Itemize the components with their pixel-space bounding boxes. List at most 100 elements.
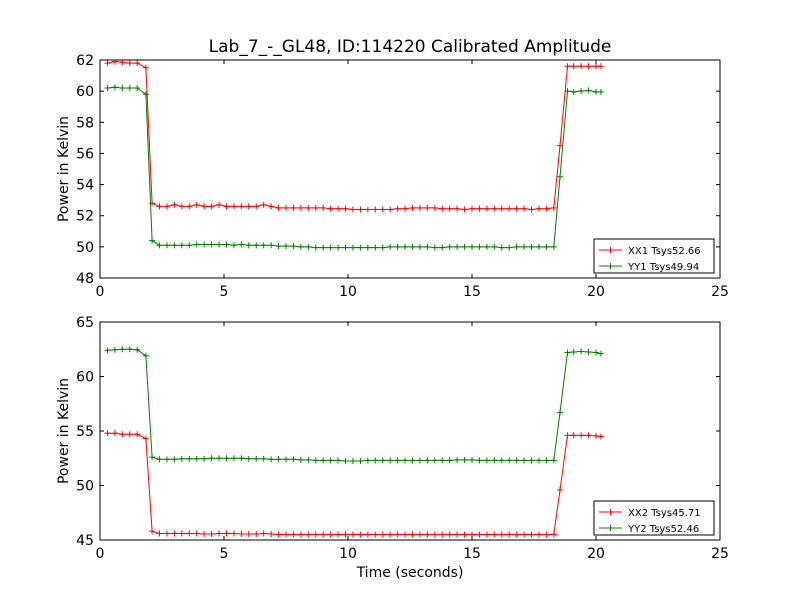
top-panel-data-point	[454, 205, 461, 212]
bottom-panel-data-point	[402, 457, 409, 464]
bottom-panel-data-point	[483, 457, 490, 464]
bottom-panel-data-point	[461, 531, 468, 538]
top-panel-y-tick-label: 48	[76, 271, 94, 287]
bottom-panel-data-point	[557, 486, 564, 493]
top-panel-data-point	[216, 201, 223, 208]
top-panel-data-point	[409, 243, 416, 250]
bottom-panel-data-point	[223, 530, 230, 537]
bottom-panel-data-point	[357, 457, 364, 464]
top-panel-data-point	[111, 60, 118, 65]
bottom-panel-data-point	[564, 349, 571, 356]
bottom-panel-data-point	[253, 531, 260, 538]
bottom-panel-x-tick-label: 25	[711, 546, 729, 562]
bottom-panel-data-point	[305, 456, 312, 463]
bottom-panel-data-point	[230, 530, 237, 537]
top-panel-data-point	[416, 243, 423, 250]
top-panel-data-point	[498, 205, 505, 212]
bottom-panel-data-point	[557, 409, 564, 416]
top-panel-data-point	[163, 203, 170, 210]
top-panel-data-point	[290, 243, 297, 250]
top-panel-data-point	[439, 205, 446, 212]
top-panel-data-point	[550, 243, 557, 250]
bottom-panel-data-point	[424, 457, 431, 464]
bottom-panel-data-point	[126, 431, 133, 438]
top-panel-data-point	[543, 205, 550, 212]
bottom-panel-data-point	[260, 455, 267, 462]
top-panel-data-point	[171, 242, 178, 249]
top-panel-data-point	[253, 203, 260, 210]
bottom-panel-data-point	[142, 435, 149, 442]
top-panel-data-point	[305, 204, 312, 211]
bottom-panel-data-point	[312, 531, 319, 538]
top-panel-data-point	[506, 205, 513, 212]
top-panel-data-point	[439, 244, 446, 251]
bottom-panel-data-point	[424, 531, 431, 538]
bottom-panel-legend-entry: YY2 Tsys52.46	[599, 524, 699, 535]
bottom-panel-data-point	[593, 432, 599, 439]
bottom-panel-data-point	[543, 531, 550, 538]
bottom-panel-data-point	[178, 455, 185, 462]
bottom-panel-data-point	[216, 530, 223, 537]
top-panel-y-tick-label: 62	[76, 53, 94, 69]
bottom-panel-data-point	[320, 457, 327, 464]
top-panel-data-point	[578, 88, 585, 95]
top-panel-data-point	[312, 244, 319, 251]
bottom-panel-data-point	[585, 348, 592, 355]
bottom-panel-data-point	[335, 531, 342, 538]
top-panel-data-point	[379, 244, 386, 251]
top-panel-data-point	[528, 243, 535, 250]
top-panel-data-point	[402, 243, 409, 250]
top-panel-data-point	[513, 243, 520, 250]
top-panel-data-point	[201, 241, 208, 248]
bottom-panel-y-tick-label: 65	[76, 315, 94, 331]
bottom-panel-data-point	[597, 350, 604, 357]
bottom-panel-data-point	[305, 531, 312, 538]
bottom-panel-data-point	[416, 531, 423, 538]
top-panel-data-point	[126, 60, 133, 67]
bottom-panel-data-point	[208, 455, 215, 462]
top-panel-data-point	[469, 205, 475, 212]
bottom-panel-y-tick-label: 45	[76, 533, 94, 549]
top-panel-data-point	[372, 206, 379, 213]
top-panel-data-point	[431, 244, 438, 251]
bottom-panel-data-point	[506, 457, 513, 464]
top-panel-data-point	[387, 206, 394, 213]
bottom-panel-data-point	[253, 455, 260, 462]
top-panel-data-point	[394, 243, 401, 250]
bottom-panel-legend-entry: XX2 Tsys45.71	[599, 508, 701, 519]
top-panel-data-point	[476, 243, 483, 250]
top-panel-data-point	[186, 203, 193, 210]
bottom-panel-data-point	[142, 352, 149, 359]
top-panel-data-point	[491, 205, 498, 212]
bottom-panel-x-tick-label: 5	[220, 546, 229, 562]
bottom-panel-series-line	[107, 348, 602, 462]
bottom-panel-data-point	[297, 531, 304, 538]
top-panel-data-point	[364, 206, 371, 213]
top-panel: 0 5 10 15 20 25 48 50 52 54 56 58 60 62 Power in Kelv…	[56, 53, 729, 300]
bottom-panel-data-point	[335, 457, 342, 464]
bottom-panel-data-point	[357, 531, 364, 538]
bottom-panel-data-point	[171, 456, 178, 463]
bottom-panel-data-point	[201, 455, 208, 462]
top-panel-data-point	[238, 203, 245, 210]
top-panel-data-point	[498, 244, 505, 251]
top-panel-data-point	[342, 205, 349, 212]
top-panel-data-point	[230, 203, 237, 210]
top-panel-data-point	[312, 204, 319, 211]
top-panel-data-point	[461, 243, 468, 250]
top-panel-y-tick-label: 58	[76, 115, 94, 131]
top-panel-data-point	[193, 241, 200, 248]
top-panel-data-point	[357, 244, 364, 251]
top-panel-data-point	[394, 205, 401, 212]
top-panel-data-point	[208, 241, 215, 248]
bottom-panel-data-point	[283, 456, 289, 463]
top-panel-data-point	[335, 205, 342, 212]
bottom-panel-data-point	[297, 456, 304, 463]
top-panel-data-point	[570, 88, 577, 95]
top-panel-y-tick-label: 60	[76, 84, 94, 100]
bottom-panel-data-point	[550, 531, 557, 538]
top-panel-data-point	[349, 206, 356, 213]
top-panel-data-point	[491, 243, 498, 250]
top-panel-data-point	[387, 243, 394, 250]
top-panel-data-point	[535, 205, 542, 212]
